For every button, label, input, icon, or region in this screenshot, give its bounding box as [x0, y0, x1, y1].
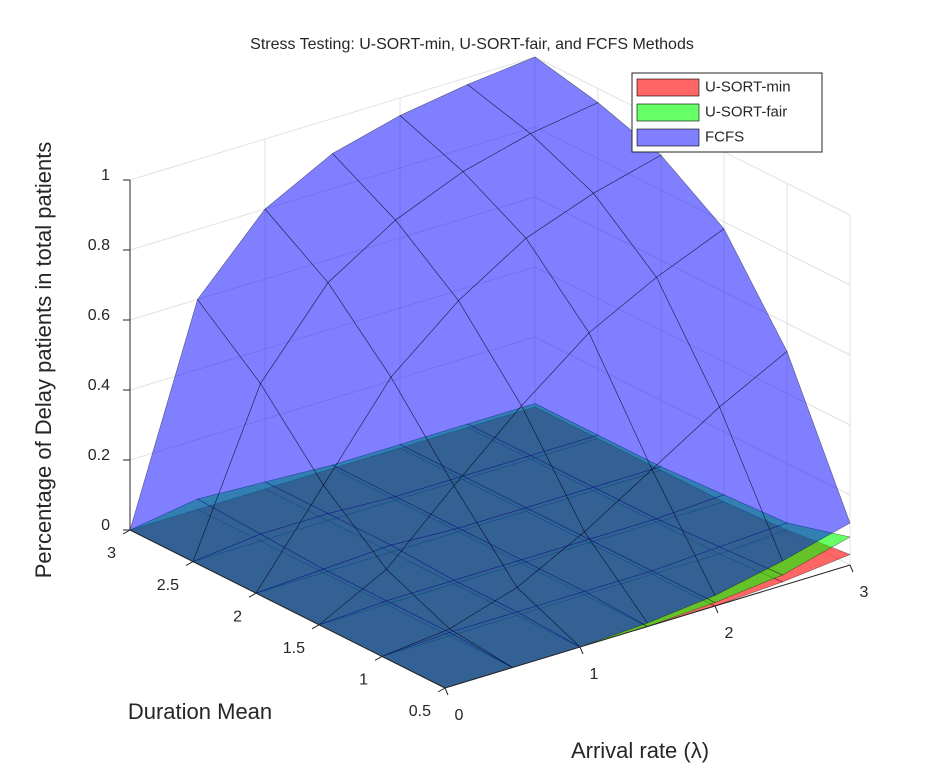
y-tick	[185, 561, 194, 567]
legend-swatch	[636, 128, 700, 147]
legend-label: U-SORT-min	[705, 78, 791, 95]
legend-label: FCFS	[705, 128, 744, 145]
x-tick	[714, 605, 719, 614]
legend: U-SORT-min U-SORT-fair FCFS	[631, 72, 823, 153]
y-tick	[374, 655, 383, 661]
x-tick	[849, 564, 854, 573]
z-tick-label: 0.4	[88, 377, 110, 394]
y-tick-label: 1.5	[283, 640, 305, 657]
legend-swatch	[636, 103, 700, 122]
y-tick	[437, 687, 446, 693]
y-tick	[122, 529, 131, 535]
y-tick-label: 1	[359, 672, 368, 689]
x-axis-label: Arrival rate (λ)	[571, 738, 709, 763]
y-tick	[248, 592, 257, 598]
z-tick-label: 1	[101, 167, 110, 184]
x-tick-label: 3	[860, 584, 869, 601]
x-tick	[444, 687, 449, 696]
y-tick-label: 0.5	[409, 703, 431, 720]
y-tick-label: 2.5	[157, 577, 179, 594]
x-tick-label: 1	[590, 666, 599, 683]
z-tick-label: 0.2	[88, 447, 110, 464]
legend-label: U-SORT-fair	[705, 103, 787, 120]
axes: 0 1 2 3 0.5 1 1.5 2 2.5 3 0 0.2 0.4 0.6 0.8 1	[88, 167, 869, 724]
x-tick-label: 0	[455, 707, 464, 724]
z-tick-label: 0	[101, 517, 110, 534]
surfaces	[129, 56, 851, 689]
chart-title: Stress Testing: U-SORT-min, U-SORT-fair,…	[250, 36, 694, 53]
z-tick-label: 0.6	[88, 307, 110, 324]
y-tick-label: 3	[107, 545, 116, 562]
x-tick-label: 2	[725, 625, 734, 642]
y-axis-label: Duration Mean	[128, 699, 272, 724]
z-axis-label: Percentage of Delay patients in total pa…	[31, 142, 56, 579]
y-tick	[311, 624, 320, 630]
x-tick	[579, 646, 584, 655]
x-axis-line	[444, 564, 851, 689]
y-tick-label: 2	[233, 608, 242, 625]
legend-swatch	[636, 78, 700, 97]
grid-line	[129, 56, 536, 181]
y-axis-line	[129, 529, 446, 689]
z-tick-label: 0.8	[88, 237, 110, 254]
